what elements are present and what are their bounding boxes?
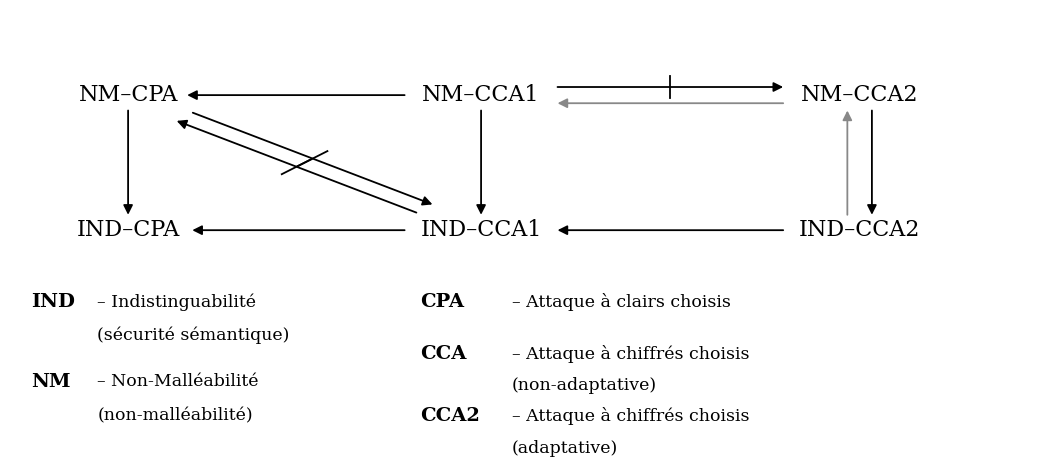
Text: NM: NM — [31, 373, 70, 392]
Text: NM–CCA2: NM–CCA2 — [801, 84, 919, 106]
Text: IND–CCA1: IND–CCA1 — [421, 219, 542, 241]
Text: (non-adaptative): (non-adaptative) — [512, 378, 657, 394]
Text: NM–CCA1: NM–CCA1 — [423, 84, 540, 106]
Text: – Indistinguabilité: – Indistinguabilité — [97, 293, 257, 311]
Text: (adaptative): (adaptative) — [512, 439, 618, 456]
Text: IND–CPA: IND–CPA — [76, 219, 180, 241]
Text: IND: IND — [31, 293, 75, 311]
Text: CCA: CCA — [420, 345, 466, 363]
Text: (sécurité sémantique): (sécurité sémantique) — [97, 327, 290, 345]
Text: CPA: CPA — [420, 293, 464, 311]
Text: – Non-Malléabilité: – Non-Malléabilité — [97, 373, 259, 391]
Text: NM–CPA: NM–CPA — [78, 84, 177, 106]
Text: – Attaque à clairs choisis: – Attaque à clairs choisis — [512, 293, 731, 311]
Text: CCA2: CCA2 — [420, 407, 479, 425]
Text: – Attaque à chiffrés choisis: – Attaque à chiffrés choisis — [512, 407, 750, 425]
Text: – Attaque à chiffrés choisis: – Attaque à chiffrés choisis — [512, 345, 750, 363]
Text: IND–CCA2: IND–CCA2 — [799, 219, 921, 241]
Text: (non-malléabilité): (non-malléabilité) — [97, 407, 253, 424]
